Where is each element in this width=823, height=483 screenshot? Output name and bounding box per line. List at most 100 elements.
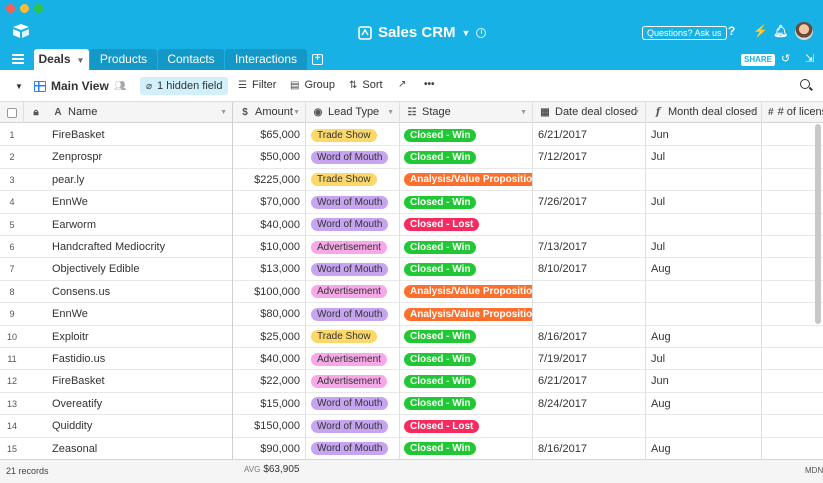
- stage-cell[interactable]: Closed - Lost: [400, 214, 533, 236]
- month-cell[interactable]: Jul: [651, 196, 666, 209]
- name-cell[interactable]: Exploitr: [52, 330, 89, 343]
- search-icon[interactable]: [800, 79, 810, 89]
- name-cell[interactable]: Fastidio.us: [52, 353, 106, 365]
- lead-type-cell[interactable]: Word of Mouth: [306, 303, 400, 325]
- amount-cell[interactable]: $22,000: [260, 375, 300, 388]
- bell-icon[interactable]: 🔔︎: [773, 24, 789, 38]
- stage-cell[interactable]: Closed - Win: [400, 146, 533, 168]
- select-all-checkbox[interactable]: [0, 102, 24, 123]
- amount-cell[interactable]: $90,000: [260, 442, 300, 455]
- close-window-button[interactable]: [6, 4, 15, 13]
- chevron-down-icon[interactable]: ▼: [387, 109, 394, 116]
- month-cell[interactable]: [651, 281, 761, 303]
- amount-cell[interactable]: $13,000: [260, 263, 300, 276]
- name-cell[interactable]: Zenprospr: [52, 151, 103, 164]
- table-row[interactable]: 11 Fastidio.us $40,000 Advertisement Closed …: [0, 348, 823, 371]
- lightning-icon[interactable]: ⚡: [753, 24, 768, 38]
- table-row[interactable]: 10 Exploitr $25,000 Trade Show Closed - Win 8…: [0, 326, 823, 348]
- sort-button[interactable]: ⇅ Sort: [349, 79, 383, 91]
- date-cell[interactable]: 7/19/2017: [538, 353, 587, 365]
- lead-type-cell[interactable]: Word of Mouth: [306, 438, 400, 459]
- amount-cell[interactable]: $15,000: [260, 397, 300, 410]
- amount-cell[interactable]: $40,000: [260, 218, 300, 231]
- date-cell[interactable]: 7/26/2017: [538, 196, 587, 209]
- amount-cell[interactable]: $80,000: [260, 308, 300, 321]
- help-button[interactable]: Questions? Ask us: [642, 26, 727, 40]
- amount-cell[interactable]: $65,000: [260, 129, 300, 141]
- tab-interactions[interactable]: Interactions: [225, 49, 307, 70]
- date-cell[interactable]: 8/16/2017: [538, 442, 587, 455]
- hidden-fields-button[interactable]: ⌀ 1 hidden field: [140, 77, 229, 95]
- filter-button[interactable]: ☰ Filter: [238, 79, 276, 91]
- month-cell[interactable]: Jun: [651, 375, 669, 388]
- month-cell[interactable]: Aug: [651, 397, 671, 410]
- month-cell[interactable]: Aug: [651, 330, 671, 343]
- name-cell[interactable]: Quiddity: [52, 420, 93, 433]
- amount-cell[interactable]: $50,000: [260, 151, 300, 164]
- add-table-icon[interactable]: +: [312, 54, 323, 65]
- stage-cell[interactable]: Closed - Win: [400, 258, 533, 280]
- name-cell[interactable]: Handcrafted Mediocrity: [52, 241, 166, 253]
- name-cell[interactable]: Zeasonal: [52, 442, 98, 455]
- chevron-down-icon[interactable]: ▼: [15, 82, 23, 91]
- more-options-button[interactable]: •••: [424, 79, 435, 90]
- date-cell[interactable]: 8/24/2017: [538, 397, 587, 410]
- table-row[interactable]: 9 EnnWe $80,000 Word of Mouth Analysis/Value…: [0, 303, 823, 326]
- date-cell[interactable]: 7/12/2017: [538, 151, 587, 164]
- stage-cell[interactable]: Closed - Win: [400, 438, 533, 459]
- stage-cell[interactable]: Closed - Win: [400, 124, 533, 146]
- table-row[interactable]: 3 pear.ly $225,000 Trade Show Analysis/Value…: [0, 169, 823, 192]
- lead-type-cell[interactable]: Advertisement: [306, 236, 400, 258]
- stage-cell[interactable]: Closed - Win: [400, 236, 533, 258]
- chevron-down-icon[interactable]: ▼: [633, 109, 640, 116]
- name-cell[interactable]: FireBasket: [52, 375, 105, 388]
- month-cell[interactable]: [651, 214, 761, 236]
- column-header-licenses[interactable]: # # of licens: [762, 102, 823, 123]
- column-header-stage[interactable]: ☷ Stage ▼: [400, 102, 533, 123]
- table-row[interactable]: 5 Earworm $40,000 Word of Mouth Closed - Los…: [0, 214, 823, 236]
- table-row[interactable]: 12 FireBasket $22,000 Advertisement Closed -…: [0, 370, 823, 393]
- stage-cell[interactable]: Closed - Win: [400, 370, 533, 392]
- lead-type-cell[interactable]: Word of Mouth: [306, 415, 400, 437]
- lead-type-cell[interactable]: Trade Show: [306, 124, 400, 146]
- date-cell[interactable]: 8/10/2017: [538, 263, 587, 276]
- amount-cell[interactable]: $100,000: [254, 285, 300, 298]
- licenses-summary[interactable]: MDN: [805, 466, 823, 475]
- month-cell[interactable]: [651, 303, 761, 325]
- lead-type-cell[interactable]: Trade Show: [306, 326, 400, 348]
- table-row[interactable]: 7 Objectively Edible $13,000 Word of Mouth C…: [0, 258, 823, 281]
- date-cell[interactable]: [538, 169, 646, 191]
- amount-summary[interactable]: AVG $63,905: [244, 464, 299, 475]
- column-header-lead-type[interactable]: ◉ Lead Type ▼: [306, 102, 400, 123]
- table-row[interactable]: 14 Quiddity $150,000 Word of Mouth Closed - …: [0, 415, 823, 438]
- help-question-icon[interactable]: ?: [728, 24, 736, 38]
- date-cell[interactable]: 6/21/2017: [538, 129, 587, 141]
- menu-icon[interactable]: [12, 54, 24, 64]
- date-cell[interactable]: [538, 281, 646, 303]
- chevron-down-icon[interactable]: ▼: [76, 56, 85, 65]
- month-cell[interactable]: Aug: [651, 263, 671, 276]
- table-row[interactable]: 1 FireBasket $65,000 Trade Show Closed - Win…: [0, 124, 823, 147]
- date-cell[interactable]: [538, 415, 646, 437]
- date-cell[interactable]: [538, 303, 646, 325]
- name-cell[interactable]: EnnWe: [52, 308, 88, 321]
- table-row[interactable]: 2 Zenprospr $50,000 Word of Mouth Closed - W…: [0, 146, 823, 169]
- month-cell[interactable]: Jul: [651, 151, 666, 164]
- amount-cell[interactable]: $25,000: [260, 330, 300, 343]
- tab-contacts[interactable]: Contacts: [158, 49, 224, 70]
- table-row[interactable]: 6 Handcrafted Mediocrity $10,000 Advertisem…: [0, 236, 823, 259]
- month-cell[interactable]: Jul: [651, 353, 666, 365]
- stage-cell[interactable]: Closed - Win: [400, 191, 533, 213]
- chevron-down-icon[interactable]: ▼: [220, 109, 227, 116]
- column-header-month[interactable]: f Month deal closed ▼: [646, 102, 762, 123]
- amount-cell[interactable]: $10,000: [260, 241, 300, 253]
- amount-cell[interactable]: $150,000: [254, 420, 300, 433]
- lead-type-cell[interactable]: Word of Mouth: [306, 214, 400, 236]
- amount-cell[interactable]: $40,000: [260, 353, 300, 365]
- vertical-scrollbar[interactable]: [815, 124, 821, 324]
- stage-cell[interactable]: Closed - Win: [400, 393, 533, 415]
- info-icon[interactable]: i: [476, 27, 487, 38]
- name-cell[interactable]: EnnWe: [52, 196, 88, 209]
- name-cell[interactable]: Objectively Edible: [52, 263, 140, 276]
- base-title[interactable]: Sales CRM ▼ i: [358, 24, 487, 41]
